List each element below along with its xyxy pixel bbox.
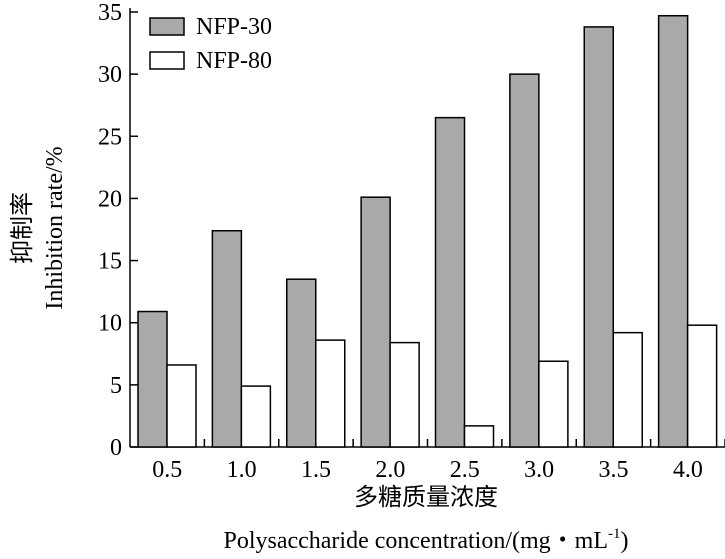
legend-swatch-nfp-30 [149, 17, 185, 36]
bar-nfp-80-1.5 [315, 339, 346, 448]
bar-nfp-80-3.5 [612, 331, 643, 448]
legend-swatch-nfp-80 [149, 51, 185, 70]
legend-label-nfp-30: NFP-30 [196, 14, 272, 40]
x-tick-label: 4.0 [673, 457, 703, 483]
y-axis-label-cn: 抑制率 [8, 192, 36, 264]
y-tick-label: 5 [110, 373, 122, 399]
bar-nfp-30-3.0 [509, 73, 540, 448]
bar-nfp-30-3.5 [583, 26, 614, 448]
bar-nfp-80-2.5 [463, 425, 495, 448]
y-tick-label: 25 [98, 124, 122, 150]
bar-nfp-30-4.0 [657, 14, 689, 448]
y-tick-label: 15 [98, 249, 122, 275]
bar-nfp-80-1.0 [240, 385, 272, 448]
x-tick-label: 3.0 [524, 457, 554, 483]
y-tick-label: 20 [98, 186, 122, 212]
x-tick-label: 1.0 [227, 457, 257, 483]
y-tick-label: 30 [98, 62, 122, 88]
y-tick-label: 10 [98, 311, 122, 337]
y-tick-label: 0 [110, 435, 122, 461]
bar-nfp-80-2.0 [389, 341, 420, 448]
y-tick-label: 35 [98, 0, 122, 26]
x-tick-labels: 0.5 1.0 1.5 2.0 2.5 3.0 3.5 4.0 [152, 457, 703, 483]
x-tick-label: 2.0 [375, 457, 405, 483]
bar-nfp-80-4.0 [686, 324, 718, 448]
x-axis-label-cn: 多糖质量浓度 [354, 483, 498, 511]
bars [137, 14, 718, 448]
legend-label-nfp-80: NFP-80 [196, 48, 272, 74]
legend: NFP-30 NFP-80 [149, 14, 272, 74]
y-tick-labels: 0 5 10 15 20 25 30 35 [98, 0, 122, 461]
x-axis-label-en: Polysaccharide concentration/(mg・mL-1) [223, 526, 628, 554]
bar-nfp-30-1.0 [211, 229, 243, 448]
bar-nfp-30-1.5 [286, 278, 317, 448]
x-tick-label: 3.5 [598, 457, 628, 483]
bar-nfp-80-0.5 [166, 364, 197, 448]
x-tick-label: 0.5 [152, 457, 182, 483]
bar-nfp-30-0.5 [137, 310, 168, 448]
y-axis-label-en: Inhibition rate/% [42, 146, 68, 309]
bar-nfp-30-2.5 [434, 116, 466, 448]
x-tick-label: 1.5 [301, 457, 331, 483]
bar-nfp-30-2.0 [360, 196, 391, 448]
bar-nfp-80-3.0 [538, 360, 569, 448]
x-tick-label: 2.5 [450, 457, 480, 483]
